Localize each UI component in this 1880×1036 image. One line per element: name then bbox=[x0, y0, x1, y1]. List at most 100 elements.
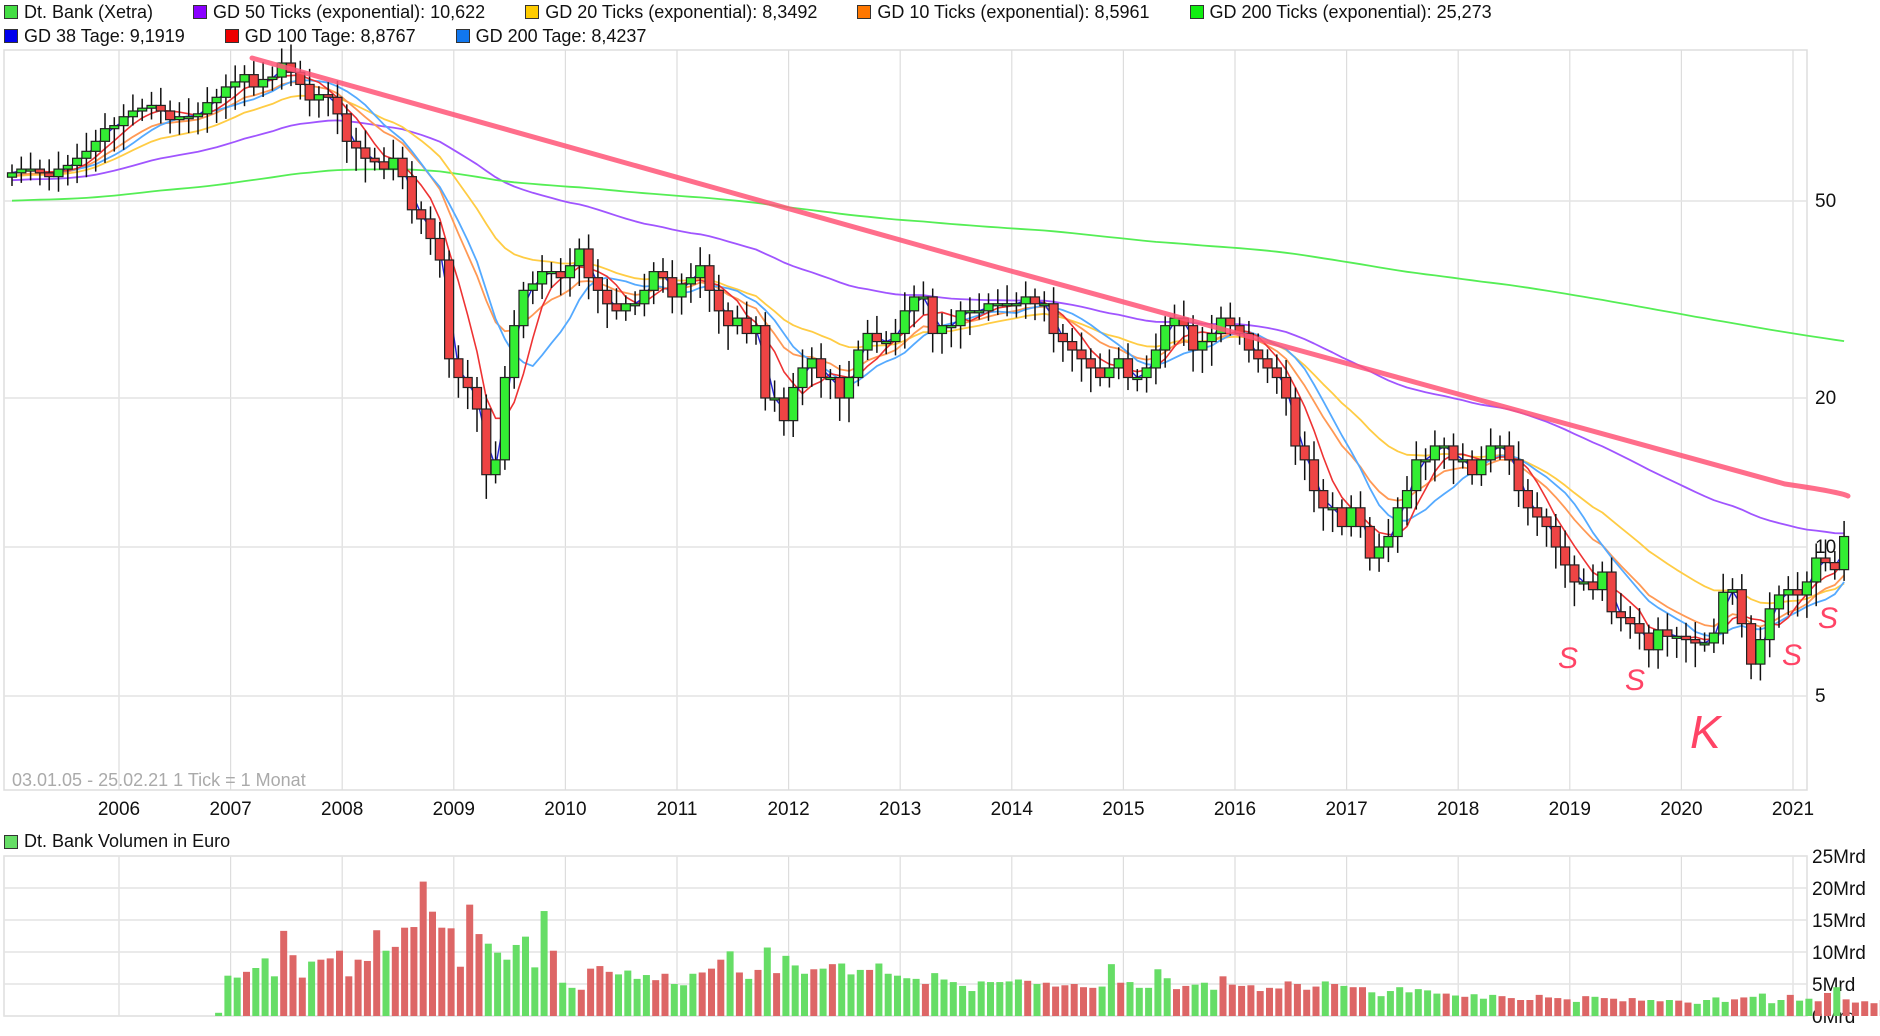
volume-bar bbox=[1331, 984, 1339, 1016]
volume-bar bbox=[419, 881, 427, 1016]
volume-bar bbox=[1452, 995, 1459, 1016]
candle-down bbox=[760, 325, 771, 399]
candle-up bbox=[1783, 589, 1794, 596]
volume-tick-label: 10Mrd bbox=[1812, 943, 1866, 964]
volume-tick-label: 20Mrd bbox=[1812, 879, 1866, 900]
volume-bar bbox=[559, 982, 567, 1016]
candle-up bbox=[1764, 608, 1775, 641]
legend-swatch bbox=[525, 5, 540, 19]
volume-bar bbox=[977, 981, 985, 1016]
volume-bar bbox=[1433, 993, 1441, 1016]
volume-bar bbox=[894, 975, 901, 1016]
volume-bar bbox=[289, 955, 297, 1016]
candle-down bbox=[1606, 571, 1617, 613]
volume-bar bbox=[466, 904, 474, 1016]
volume-bar bbox=[773, 973, 781, 1016]
volume-bar bbox=[429, 911, 436, 1016]
candle-up bbox=[1113, 358, 1124, 369]
candle-up bbox=[881, 340, 892, 345]
candle-down bbox=[44, 172, 55, 178]
x-tick-label: 2013 bbox=[879, 799, 921, 820]
candle-down bbox=[481, 408, 492, 476]
candle-down bbox=[1187, 325, 1199, 351]
candle-up bbox=[1373, 546, 1385, 559]
candle-down bbox=[1559, 546, 1571, 566]
candle-up bbox=[546, 271, 557, 275]
volume-bar bbox=[345, 976, 353, 1016]
volume-bar bbox=[847, 974, 855, 1016]
volume-bar bbox=[549, 950, 557, 1016]
volume-tick-label: 5Mrd bbox=[1812, 975, 1855, 996]
candle-up bbox=[1439, 445, 1450, 449]
volume-bar bbox=[1479, 998, 1487, 1016]
candle-up bbox=[518, 289, 529, 327]
candle-down bbox=[1048, 303, 1059, 335]
x-tick-label: 2007 bbox=[209, 799, 251, 820]
candle-up bbox=[1494, 445, 1506, 449]
volume-bar bbox=[494, 952, 502, 1016]
candle-up bbox=[499, 376, 510, 461]
date-range-label: 03.01.05 - 25.02.21 1 Tick = 1 Monat bbox=[12, 770, 306, 790]
candle-up bbox=[388, 157, 399, 170]
volume-bar bbox=[801, 973, 808, 1016]
volume-bar bbox=[577, 989, 585, 1016]
candle-down bbox=[1792, 589, 1803, 596]
candle-down bbox=[1587, 581, 1599, 591]
volume-bar bbox=[698, 972, 706, 1016]
candle-up bbox=[1327, 507, 1338, 511]
x-tick-label: 2017 bbox=[1325, 799, 1367, 820]
candle-down bbox=[1448, 445, 1459, 461]
candle-down bbox=[304, 83, 315, 101]
candle-down bbox=[471, 386, 483, 410]
y-tick-label: 20 bbox=[1815, 388, 1836, 409]
candle-up bbox=[25, 168, 36, 172]
volume-bar bbox=[1210, 989, 1218, 1016]
candle-up bbox=[1001, 303, 1013, 307]
volume-legend-label: Dt. Bank Volumen in Euro bbox=[24, 831, 231, 851]
candle-down bbox=[434, 237, 445, 261]
volume-bar bbox=[280, 930, 288, 1016]
volume-bar bbox=[1042, 982, 1050, 1016]
candle-up bbox=[825, 376, 836, 381]
candle-up bbox=[1141, 367, 1152, 379]
candle-down bbox=[1336, 507, 1348, 528]
legend-swatch bbox=[4, 29, 18, 43]
support-annotation: S bbox=[1625, 664, 1645, 697]
volume-bar bbox=[224, 975, 232, 1016]
candle-up bbox=[146, 104, 157, 109]
volume-bar bbox=[959, 985, 967, 1016]
candle-down bbox=[1253, 349, 1264, 360]
legend-swatch bbox=[1189, 5, 1204, 19]
legend-row-1: Dt. Bank (Xetra) GD 50 Ticks (exponentia… bbox=[4, 0, 1874, 24]
candle-down bbox=[713, 289, 724, 312]
candle-down bbox=[1271, 367, 1282, 379]
volume-bar bbox=[1647, 1000, 1655, 1016]
volume-bar bbox=[1507, 998, 1515, 1016]
volume-tick-label: 25Mrd bbox=[1812, 847, 1866, 868]
volume-bar bbox=[866, 969, 874, 1016]
candle-down bbox=[1634, 623, 1645, 634]
candle-down bbox=[397, 157, 408, 178]
volume-bar bbox=[624, 970, 632, 1016]
candle-up bbox=[109, 125, 120, 130]
candle-down bbox=[453, 358, 464, 379]
candle-down bbox=[369, 157, 380, 163]
volume-bar bbox=[708, 968, 715, 1016]
candle-down bbox=[341, 113, 352, 142]
volume-bar bbox=[1740, 997, 1748, 1016]
chart-legend: Dt. Bank (Xetra) GD 50 Ticks (exponentia… bbox=[4, 0, 1874, 48]
volume-bar bbox=[484, 943, 492, 1016]
x-tick-label: 2006 bbox=[98, 799, 140, 820]
candle-up bbox=[1429, 445, 1441, 461]
volume-bar bbox=[1758, 993, 1766, 1016]
legend-swatch bbox=[193, 5, 208, 19]
candle-down bbox=[34, 168, 46, 174]
candle-down bbox=[1820, 557, 1831, 564]
volume-bar bbox=[1824, 992, 1831, 1016]
volume-bar bbox=[735, 972, 743, 1016]
volume-bar bbox=[1126, 982, 1134, 1016]
volume-bar bbox=[438, 927, 446, 1016]
volume-bar bbox=[233, 977, 241, 1016]
x-tick-label: 2020 bbox=[1660, 799, 1702, 820]
volume-bar bbox=[1665, 1000, 1673, 1016]
